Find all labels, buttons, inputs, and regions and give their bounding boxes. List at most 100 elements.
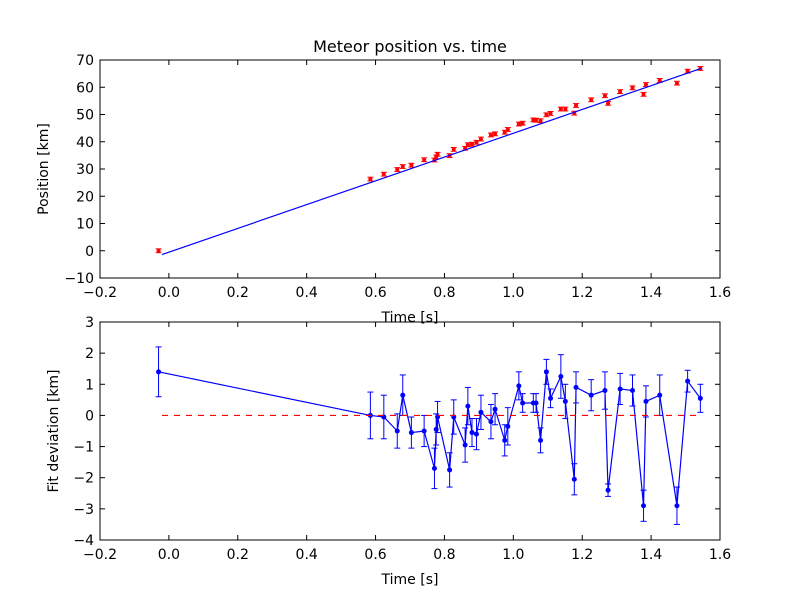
deviation-point	[431, 465, 437, 471]
deviation-point	[538, 437, 544, 443]
position-point	[505, 127, 510, 132]
deviation-point	[465, 403, 471, 409]
position-point	[548, 111, 553, 116]
deviation-y-axis-label: Fit deviation [km]	[46, 369, 62, 492]
position-y-tick-label: 30	[76, 162, 94, 178]
position-x-tick-label: 1.6	[709, 285, 731, 301]
deviation-plot: −0.2 0.0 0.2 0.4 0.6 0.8 1.0 1.2 1.4 1.6 −4 −3 −2 −1…	[46, 315, 731, 588]
deviation-x-axis-label: Time [s]	[381, 572, 439, 588]
position-point	[544, 112, 549, 117]
position-y-axis-label: Position [km]	[36, 123, 52, 215]
position-point	[381, 172, 386, 177]
deviation-point	[492, 406, 498, 412]
deviation-point	[533, 400, 539, 406]
deviation-x-tick-label: −0.2	[83, 547, 117, 563]
deviation-point	[469, 430, 475, 436]
position-x-tick-label: −0.2	[83, 285, 117, 301]
deviation-x-tick-label: 1.6	[709, 547, 731, 563]
deviation-point	[447, 467, 453, 473]
position-plot-title: Meteor position vs. time	[313, 37, 507, 56]
deviation-point	[641, 503, 647, 509]
position-point	[474, 140, 479, 145]
deviation-x-tick-label: 1.0	[502, 547, 524, 563]
deviation-y-tick-label: 1	[85, 377, 94, 393]
position-y-tick-label: 70	[76, 53, 94, 69]
position-y-tick-label: 0	[85, 244, 94, 260]
position-point	[478, 137, 483, 142]
deviation-point	[605, 487, 611, 493]
position-x-tick-label: 0.0	[158, 285, 180, 301]
position-point	[589, 97, 594, 102]
deviation-point	[462, 442, 468, 448]
position-y-tick-label: −10	[64, 271, 94, 287]
position-point	[641, 92, 646, 97]
position-x-tick-label: 1.2	[571, 285, 593, 301]
deviation-x-tick-label: 1.4	[640, 547, 662, 563]
position-x-tick-label: 0.4	[296, 285, 318, 301]
deviation-x-tick-label: 0.6	[364, 547, 386, 563]
position-x-tick-label: 0.2	[227, 285, 249, 301]
position-y-tick-label: 10	[76, 217, 94, 233]
deviation-x-tick-label: 0.0	[158, 547, 180, 563]
position-point	[520, 121, 525, 126]
position-point	[422, 157, 427, 162]
deviation-y-ticks: −4 −3 −2 −1 0 1 2 3	[73, 315, 720, 549]
deviation-point	[573, 384, 579, 390]
position-x-tick-label: 0.6	[364, 285, 386, 301]
deviation-point	[408, 430, 414, 436]
deviation-y-tick-label: −1	[73, 440, 94, 456]
position-point	[465, 142, 470, 147]
deviation-y-tick-label: −3	[73, 502, 94, 518]
deviation-point	[520, 400, 526, 406]
position-y-tick-label: 60	[76, 80, 94, 96]
deviation-point	[602, 388, 608, 394]
deviation-point	[630, 388, 636, 394]
deviation-point	[400, 392, 406, 398]
position-point	[538, 118, 543, 123]
deviation-point	[571, 476, 577, 482]
position-point	[563, 107, 568, 112]
deviation-point	[548, 395, 554, 401]
deviation-x-tick-label: 1.2	[571, 547, 593, 563]
position-x-tick-label: 0.8	[433, 285, 455, 301]
position-y-tick-label: 20	[76, 189, 94, 205]
position-point	[657, 78, 662, 83]
deviation-point	[674, 503, 680, 509]
position-point	[674, 81, 679, 86]
position-point	[502, 130, 507, 135]
position-point	[368, 177, 373, 182]
deviation-y-tick-label: 3	[85, 315, 94, 331]
position-point	[470, 142, 474, 147]
position-x-tick-label: 1.4	[640, 285, 662, 301]
position-y-tick-label: 50	[76, 108, 94, 124]
position-x-tick-label: 1.0	[502, 285, 524, 301]
position-point	[409, 163, 414, 168]
deviation-y-tick-label: 0	[85, 408, 94, 424]
position-point	[558, 107, 563, 112]
deviation-point	[562, 398, 568, 404]
position-point	[451, 147, 456, 152]
position-point	[574, 103, 579, 108]
position-point	[488, 132, 493, 137]
deviation-point	[543, 369, 549, 375]
deviation-y-tick-label: 2	[85, 346, 94, 362]
deviation-y-tick-label: −4	[73, 533, 94, 549]
position-point	[618, 89, 623, 94]
deviation-point	[685, 378, 691, 384]
deviation-point	[558, 374, 564, 379]
deviation-x-tick-label: 0.8	[433, 547, 455, 563]
deviation-point	[657, 392, 663, 398]
position-point	[606, 101, 611, 106]
position-point	[643, 82, 648, 87]
deviation-point	[697, 395, 703, 401]
deviation-x-tick-label: 0.2	[227, 547, 249, 563]
position-y-tick-label: 40	[76, 135, 94, 151]
deviation-point	[617, 386, 623, 392]
position-point	[602, 93, 607, 98]
deviation-x-ticks: −0.2 0.0 0.2 0.4 0.6 0.8 1.0 1.2 1.4 1.6	[83, 322, 731, 563]
deviation-point	[421, 428, 427, 434]
position-x-axis-label: Time [s]	[381, 310, 439, 326]
position-point	[400, 164, 405, 169]
